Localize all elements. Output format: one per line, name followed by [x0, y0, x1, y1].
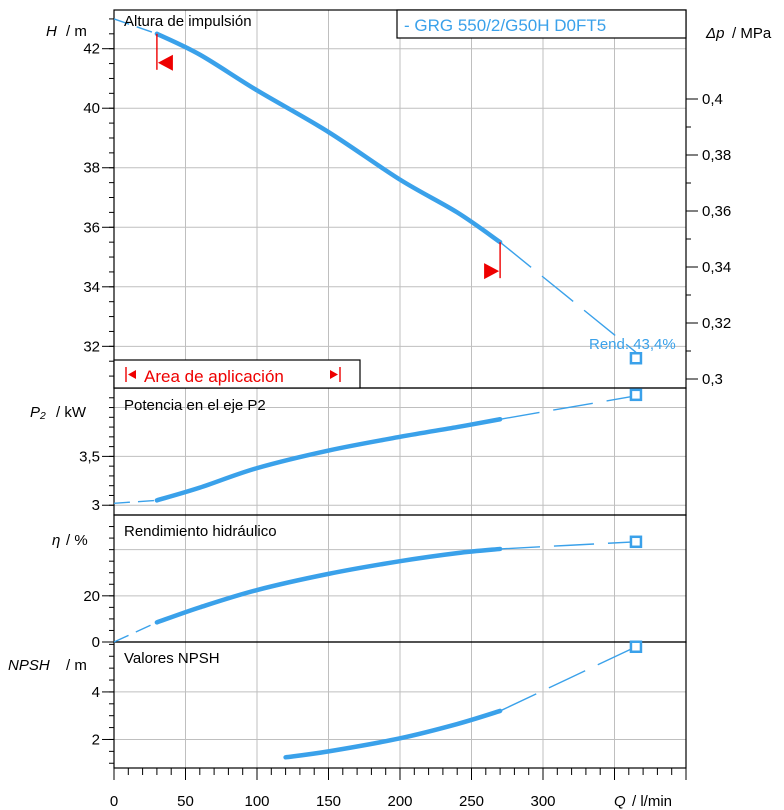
head-curve-dashed-start — [113, 18, 158, 35]
legend-entry: - GRG 550/2/G50H D0FT5 — [404, 16, 606, 35]
ticks-layer: 32 34 36 38 40 42 3 3,5 0 20 2 4 0,3 0,32 0,34 0,36 0,38… — [79, 18, 731, 810]
efficiency-curve-dashed-start — [113, 621, 158, 643]
application-area-box — [113, 359, 361, 389]
x-tick-label: 300 — [530, 793, 555, 810]
power-axis-label: P₂ / kW — [30, 404, 87, 421]
grid-layer — [114, 10, 687, 768]
head-curve — [154, 31, 503, 245]
application-area-label: Area de aplicación — [144, 367, 284, 386]
curves-layer — [113, 18, 637, 760]
x-tick-label: 0 — [110, 793, 118, 810]
pressure-axis-unit: / MPa — [732, 25, 772, 42]
y-tick-label: 38 — [83, 160, 100, 177]
y-tick-label: 4 — [92, 684, 100, 701]
power-curve-dashed-start — [113, 499, 157, 504]
npsh-axis-unit: / m — [66, 657, 87, 674]
pressure-axis-symbol: Δp — [705, 25, 724, 42]
x-axis-unit: / l/min — [632, 793, 672, 810]
range-start-arrow — [157, 54, 173, 71]
power-curve-dashed-end — [499, 395, 637, 420]
efficiency-panel-title: Rendimiento hidráulico — [124, 523, 277, 540]
y-tick-label: 3,5 — [79, 448, 100, 465]
range-end-arrow — [484, 263, 500, 280]
npsh-axis-label: NPSH / m — [8, 657, 87, 674]
pressure-tick-label: 0,32 — [702, 315, 731, 332]
x-tick-label: 200 — [387, 793, 412, 810]
x-tick-label: 250 — [459, 793, 484, 810]
pressure-tick-label: 0,3 — [702, 371, 723, 388]
x-tick-label: 150 — [316, 793, 341, 810]
x-axis-label: Q / l/min — [614, 793, 672, 810]
head-operating-point-marker — [629, 351, 643, 365]
y-tick-label: 0 — [92, 634, 100, 651]
efficiency-at-point-label: Rend. 43,4% — [589, 336, 676, 353]
head-axis-label: H / m — [46, 23, 87, 40]
head-curve-dashed-end — [499, 241, 637, 353]
y-tick-label: 32 — [83, 338, 100, 355]
power-operating-point-marker — [629, 388, 643, 402]
npsh-curve — [283, 708, 503, 760]
y-tick-label: 42 — [83, 41, 100, 58]
pressure-tick-label: 0,36 — [702, 203, 731, 220]
npsh-axis-symbol: NPSH — [8, 657, 50, 674]
efficiency-axis-symbol: η — [52, 532, 60, 549]
npsh-curve-dashed-end — [499, 646, 637, 712]
y-tick-label: 34 — [83, 279, 100, 296]
y-tick-label: 2 — [92, 731, 100, 748]
pressure-axis-label: Δp / MPa — [705, 25, 772, 42]
power-axis-symbol: P₂ — [30, 404, 46, 421]
efficiency-curve — [154, 546, 503, 625]
markers-layer — [156, 33, 643, 654]
y-tick-label: 20 — [83, 588, 100, 605]
npsh-panel-title: Valores NPSH — [124, 650, 220, 667]
x-tick-label: 50 — [177, 793, 194, 810]
application-area-right-arrow — [330, 367, 341, 382]
efficiency-operating-point-marker — [629, 535, 643, 549]
head-axis-unit: / m — [66, 23, 87, 40]
application-area-left-arrow — [125, 367, 136, 382]
efficiency-axis-label: η / % — [52, 532, 88, 549]
x-tick-label: 100 — [244, 793, 269, 810]
head-panel-title: Altura de impulsión — [124, 13, 252, 30]
pressure-tick-label: 0,34 — [702, 259, 731, 276]
y-tick-label: 36 — [83, 219, 100, 236]
efficiency-curve-dashed-end — [500, 541, 636, 550]
x-axis-symbol: Q — [614, 793, 626, 810]
legend-box — [396, 9, 687, 39]
efficiency-axis-unit: / % — [66, 532, 88, 549]
y-tick-label: 40 — [83, 100, 100, 117]
head-axis-symbol: H — [46, 23, 57, 40]
pressure-tick-label: 0,38 — [702, 147, 731, 164]
pressure-tick-label: 0,4 — [702, 91, 723, 108]
power-panel-title: Potencia en el eje P2 — [124, 397, 266, 414]
npsh-operating-point-marker — [629, 640, 643, 654]
power-axis-unit: / kW — [56, 404, 87, 421]
power-curve — [154, 417, 503, 503]
y-tick-label: 3 — [92, 497, 100, 514]
